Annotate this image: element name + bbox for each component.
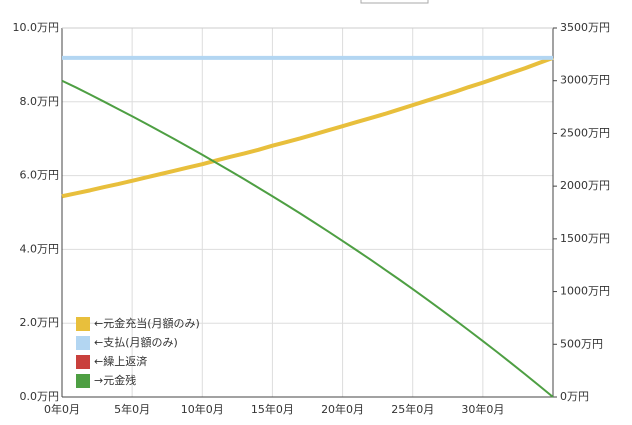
x-tick-label: 5年0月 (114, 402, 150, 416)
y2-tick-label: 1500万円 (560, 232, 610, 245)
y-tick-label: 6.0万円 (20, 169, 60, 182)
y2-tick-label: 3000万円 (560, 74, 610, 87)
y-tick-label: 2.0万円 (20, 316, 60, 329)
y-tick-label: 10.0万円 (13, 21, 60, 34)
y2-tick-label: 0万円 (560, 390, 589, 403)
y-tick-label: 0.0万円 (20, 390, 60, 403)
y2-tick-label: 1000万円 (560, 285, 610, 298)
x-tick-label: 0年0月 (44, 402, 80, 416)
y2-tick-label: 3500万円 (560, 21, 610, 34)
x-tick-label: 25年0月 (391, 402, 434, 416)
x-tick-label: 15年0月 (251, 402, 294, 416)
legend-swatch (76, 317, 90, 331)
y-tick-label: 4.0万円 (20, 242, 60, 255)
series-line (61, 79, 554, 398)
legend-label: ←支払(月額のみ) (94, 335, 178, 349)
series-line (61, 56, 554, 199)
y2-tick-label: 2000万円 (560, 179, 610, 192)
legend-label: →元金残 (94, 373, 136, 387)
legend-swatch (76, 336, 90, 350)
x-tick-label: 30年0月 (461, 402, 504, 416)
legend-swatch (76, 374, 90, 388)
legend-swatch (76, 355, 90, 369)
button-edge[interactable] (360, 0, 429, 4)
x-tick-label: 10年0月 (181, 402, 224, 416)
legend-label: ←元金充当(月額のみ) (94, 316, 200, 330)
y2-tick-label: 500万円 (560, 337, 603, 350)
y2-tick-label: 2500万円 (560, 126, 610, 139)
x-tick-label: 20年0月 (321, 402, 364, 416)
y-tick-label: 8.0万円 (20, 95, 60, 108)
legend-label: ←繰上返済 (94, 354, 147, 368)
